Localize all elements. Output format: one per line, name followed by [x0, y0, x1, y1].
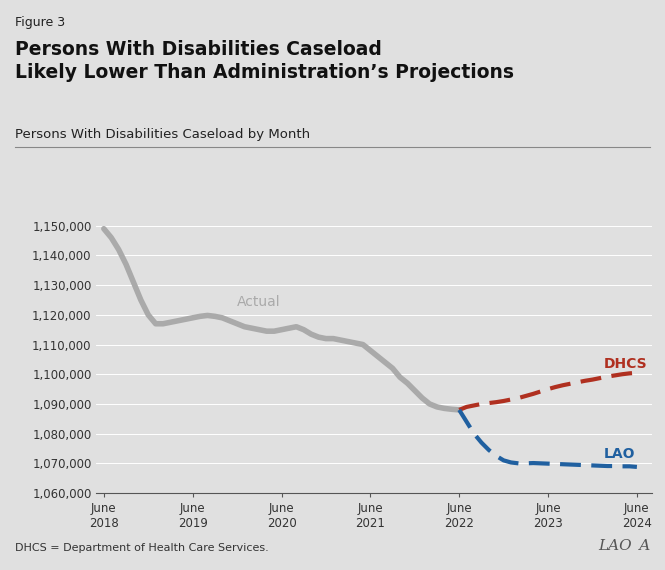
Text: Persons With Disabilities Caseload by Month: Persons With Disabilities Caseload by Mo… — [15, 128, 310, 141]
Text: DHCS = Department of Health Care Services.: DHCS = Department of Health Care Service… — [15, 543, 269, 553]
Text: LAO A: LAO A — [598, 539, 650, 553]
Text: Actual: Actual — [237, 295, 281, 309]
Text: DHCS: DHCS — [604, 357, 647, 371]
Text: Figure 3: Figure 3 — [15, 16, 65, 29]
Text: LAO: LAO — [604, 447, 635, 462]
Text: Persons With Disabilities Caseload
Likely Lower Than Administration’s Projection: Persons With Disabilities Caseload Likel… — [15, 40, 513, 82]
